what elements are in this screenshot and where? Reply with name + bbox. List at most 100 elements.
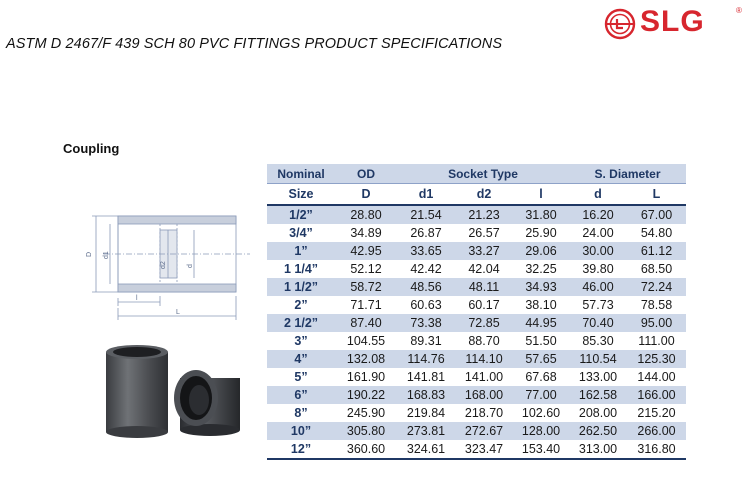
table-cell: 125.30 [627,350,686,368]
table-cell: 70.40 [569,314,627,332]
table-cell: 60.17 [455,296,513,314]
size-cell: 5” [267,368,335,386]
size-cell: 8” [267,404,335,422]
size-cell: 3” [267,332,335,350]
table-cell: 266.00 [627,422,686,440]
page-title: ASTM D 2467/F 439 SCH 80 PVC FITTINGS PR… [6,36,503,52]
table-cell: 102.60 [513,404,569,422]
table-cell: 46.00 [569,278,627,296]
table-row: 4” 132.08 114.76 114.10 57.65 110.54 125.30 [267,350,686,368]
size-cell: 4” [267,350,335,368]
table-cell: 95.00 [627,314,686,332]
size-cell: 1/2” [267,205,335,224]
brand-name: SLG [640,5,705,38]
table-cell: 24.00 [569,224,627,242]
slg-logo-icon [604,8,636,40]
table-cell: 141.81 [397,368,455,386]
table-cell: 215.20 [627,404,686,422]
column-header-D: D [335,183,397,206]
table-row: 8” 245.90 219.84 218.70 102.60 208.00 215.20 [267,404,686,422]
table-cell: 52.12 [335,260,397,278]
table-cell: 34.93 [513,278,569,296]
group-header-s-diameter: S. Diameter [569,164,686,184]
table-cell: 29.06 [513,242,569,260]
table-cell: 305.80 [335,422,397,440]
table-cell: 57.73 [569,296,627,314]
table-cell: 61.12 [627,242,686,260]
table-cell: 44.95 [513,314,569,332]
table-cell: 21.23 [455,205,513,224]
table-group-header-row: Nominal OD Socket Type S. Diameter [267,164,686,184]
table-cell: 87.40 [335,314,397,332]
table-cell: 273.81 [397,422,455,440]
table-cell: 73.38 [397,314,455,332]
table-cell: 67.00 [627,205,686,224]
table-cell: 141.00 [455,368,513,386]
size-cell: 6” [267,386,335,404]
table-row: 10” 305.80 273.81 272.67 128.00 262.50 266.00 [267,422,686,440]
column-header-L: L [627,183,686,206]
table-cell: 262.50 [569,422,627,440]
table-cell: 88.70 [455,332,513,350]
table-cell: 111.00 [627,332,686,350]
table-cell: 133.00 [569,368,627,386]
table-cell: 132.08 [335,350,397,368]
table-row: 6” 190.22 168.83 168.00 77.00 162.58 166.00 [267,386,686,404]
table-cell: 16.20 [569,205,627,224]
size-cell: 1 1/4” [267,260,335,278]
table-row: 5” 161.90 141.81 141.00 67.68 133.00 144.00 [267,368,686,386]
table-cell: 168.00 [455,386,513,404]
section-title: Coupling [63,141,120,156]
size-cell: 2 1/2” [267,314,335,332]
table-cell: 38.10 [513,296,569,314]
size-cell: 10” [267,422,335,440]
table-cell: 218.70 [455,404,513,422]
column-header-size: Size [267,183,335,206]
table-cell: 60.63 [397,296,455,314]
label-d: d [187,264,194,268]
table-cell: 34.89 [335,224,397,242]
table-cell: 48.11 [455,278,513,296]
table-cell: 51.50 [513,332,569,350]
table-cell: 58.72 [335,278,397,296]
table-cell: 26.87 [397,224,455,242]
table-cell: 85.30 [569,332,627,350]
table-row: 2 1/2” 87.40 73.38 72.85 44.95 70.40 95.00 [267,314,686,332]
table-cell: 128.00 [513,422,569,440]
table-cell: 190.22 [335,386,397,404]
table-cell: 54.80 [627,224,686,242]
table-cell: 114.76 [397,350,455,368]
table-cell: 219.84 [397,404,455,422]
label-D: D [86,252,93,257]
table-cell: 32.25 [513,260,569,278]
size-cell: 1” [267,242,335,260]
table-cell: 313.00 [569,440,627,460]
table-cell: 39.80 [569,260,627,278]
table-cell: 316.80 [627,440,686,460]
table-cell: 26.57 [455,224,513,242]
table-cell: 114.10 [455,350,513,368]
table-row: 1 1/4” 52.12 42.42 42.04 32.25 39.80 68.50 [267,260,686,278]
coupling-photo [106,345,240,438]
column-header-d1: d1 [397,183,455,206]
group-header-socket-type: Socket Type [397,164,569,184]
column-header-l: l [513,183,569,206]
column-header-d: d [569,183,627,206]
table-cell: 153.40 [513,440,569,460]
table-cell: 42.42 [397,260,455,278]
table-cell: 360.60 [335,440,397,460]
table-cell: 162.58 [569,386,627,404]
table-cell: 324.61 [397,440,455,460]
table-cell: 166.00 [627,386,686,404]
table-cell: 144.00 [627,368,686,386]
table-row: 3/4” 34.89 26.87 26.57 25.90 24.00 54.80 [267,224,686,242]
table-cell: 67.68 [513,368,569,386]
table-cell: 245.90 [335,404,397,422]
size-cell: 12” [267,440,335,460]
table-cell: 323.47 [455,440,513,460]
table-cell: 21.54 [397,205,455,224]
table-row: 3” 104.55 89.31 88.70 51.50 85.30 111.00 [267,332,686,350]
table-cell: 78.58 [627,296,686,314]
label-d1: d1 [103,251,110,259]
table-cell: 71.71 [335,296,397,314]
